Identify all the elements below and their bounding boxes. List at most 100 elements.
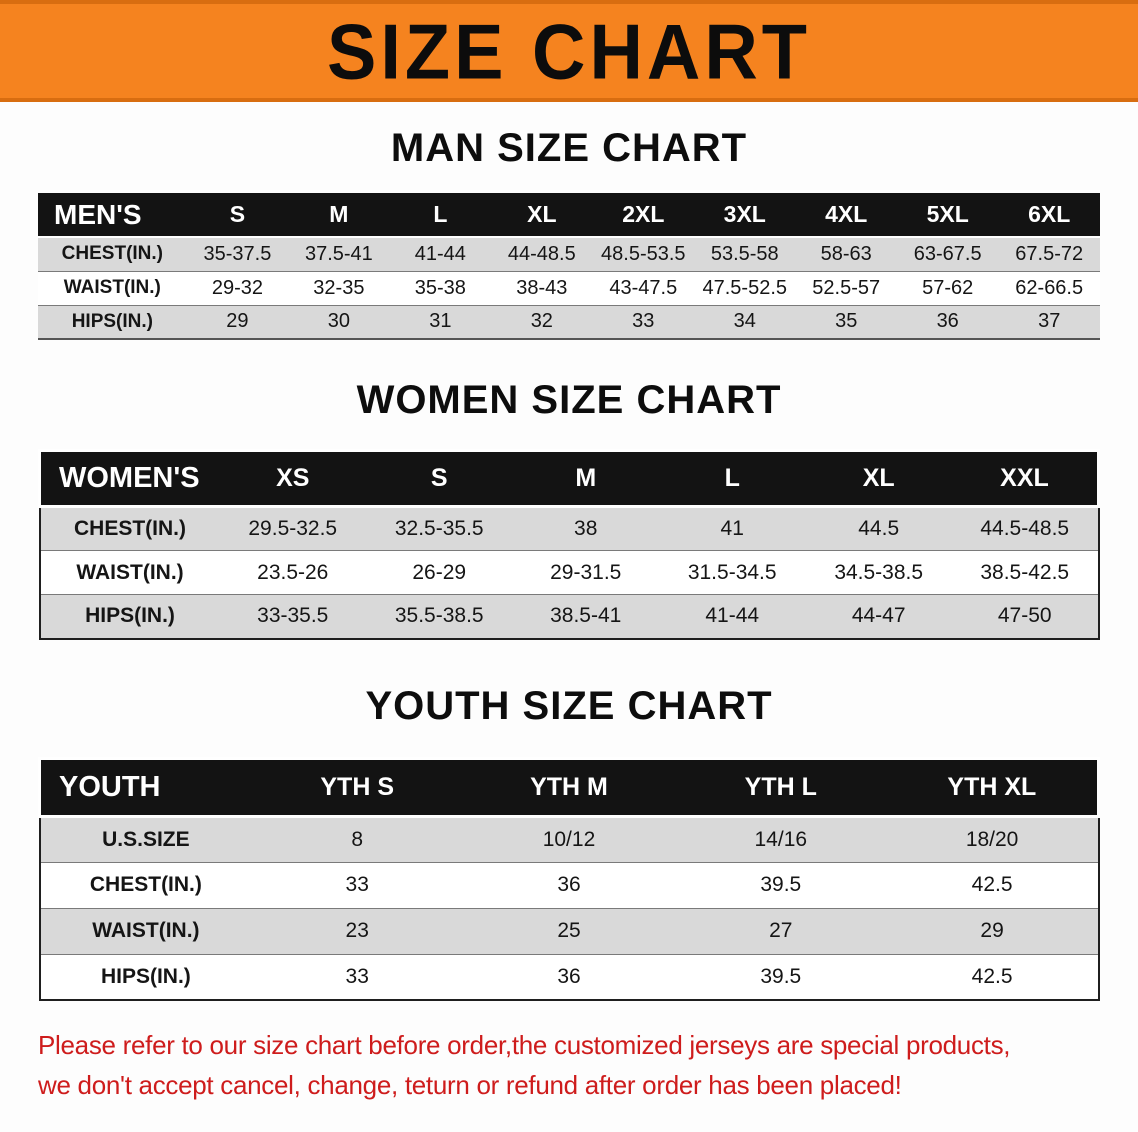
size-column-header: YTH M [463, 756, 675, 818]
size-column-header: 5XL [896, 193, 999, 238]
size-value: 38-43 [491, 270, 593, 305]
size-value: 37 [998, 304, 1100, 339]
table-title-cell: WOMEN'S [37, 449, 220, 508]
size-column-header: XL [805, 449, 952, 508]
size-value: 26-29 [366, 550, 513, 595]
size-value: 8 [251, 816, 464, 862]
header-row: YOUTH YTH S YTH M YTH L YTH XL [38, 756, 1100, 818]
table-row: WAIST(IN.) 23.5-26 26-29 29-31.5 31.5-34.5 34… [39, 550, 1099, 595]
size-value: 23.5-26 [219, 550, 366, 595]
size-value: 10/12 [463, 816, 675, 862]
size-column-header: 3XL [694, 193, 796, 238]
size-value: 14/16 [674, 816, 887, 862]
size-column-header: L [658, 449, 806, 508]
disclaimer-line-1: Please refer to our size chart before or… [38, 1030, 1011, 1060]
women-size-table: WOMEN'S XS S M L XL XXL CHEST(IN.) 29.5-32.5 32.5… [37, 449, 1100, 640]
men-chart-heading: MAN SIZE CHART [390, 126, 748, 170]
size-column-header: M [288, 193, 390, 238]
size-value: 47.5-52.5 [694, 270, 796, 305]
table-row: HIPS(IN.) 29 30 31 32 33 34 35 36 37 [38, 304, 1100, 339]
size-column-header: XXL [951, 449, 1100, 508]
size-value: 35.5-38.5 [366, 594, 513, 639]
row-label: U.S.SIZE [39, 816, 252, 862]
size-value: 35 [795, 304, 897, 339]
table-row: WAIST(IN.) 23 25 27 29 [39, 907, 1099, 954]
row-label: HIPS(IN.) [39, 594, 220, 639]
size-value: 29-32 [186, 270, 289, 305]
size-value: 44.5-48.5 [951, 506, 1099, 551]
size-value: 18/20 [886, 816, 1099, 862]
size-value: 38.5-42.5 [951, 550, 1099, 595]
size-value: 48.5-53.5 [592, 237, 695, 271]
size-value: 31.5-34.5 [658, 550, 806, 595]
size-column-header: M [512, 449, 659, 508]
size-value: 33 [592, 304, 695, 339]
size-value: 36 [896, 304, 999, 339]
size-value: 37.5-41 [288, 237, 390, 271]
size-value: 52.5-57 [795, 270, 897, 305]
table-row: CHEST(IN.) 33 36 39.5 42.5 [39, 861, 1099, 908]
row-label: CHEST(IN.) [38, 237, 187, 271]
youth-size-table: YOUTH YTH S YTH M YTH L YTH XL U.S.SIZE 8 10/12… [38, 756, 1100, 1001]
size-value: 39.5 [674, 953, 887, 1000]
size-value: 36 [463, 861, 675, 908]
size-column-header: YTH L [674, 756, 887, 818]
size-value: 32 [491, 304, 593, 339]
row-label: WAIST(IN.) [39, 550, 220, 595]
size-value: 63-67.5 [896, 237, 999, 271]
size-chart-infographic: SIZE CHART MAN SIZE CHART MEN'S S M L XL 2XL 3… [0, 0, 1138, 1106]
table-row: HIPS(IN.) 33 36 39.5 42.5 [39, 953, 1099, 1000]
size-value: 27 [674, 907, 887, 954]
row-label: WAIST(IN.) [38, 270, 187, 305]
women-chart-heading: WOMEN SIZE CHART [356, 378, 782, 422]
youth-size-section: YOUTH SIZE CHART YOUTH YTH S YTH M YTH L YTH… [0, 683, 1138, 1001]
size-value: 47-50 [951, 594, 1099, 639]
size-value: 44-47 [805, 594, 952, 639]
size-column-header: S [186, 193, 289, 238]
size-value: 33 [251, 953, 464, 1000]
size-column-header: 2XL [592, 193, 695, 238]
size-value: 42.5 [886, 861, 1099, 908]
size-value: 41-44 [658, 594, 806, 639]
page-title: SIZE CHART [327, 7, 811, 95]
men-size-table: MEN'S S M L XL 2XL 3XL 4XL 5XL 6XL CHEST(IN.) 35-37… [38, 193, 1100, 340]
size-value: 30 [288, 304, 390, 339]
size-value: 29.5-32.5 [219, 506, 366, 551]
row-label: WAIST(IN.) [39, 907, 252, 954]
size-column-header: 6XL [998, 193, 1100, 238]
size-value: 43-47.5 [592, 270, 695, 305]
disclaimer-note: Please refer to our size chart before or… [38, 1025, 1124, 1106]
size-column-header: XS [219, 449, 366, 508]
size-value: 35-38 [389, 270, 492, 305]
header-row: WOMEN'S XS S M L XL XXL [37, 449, 1100, 508]
size-value: 42.5 [886, 953, 1099, 1000]
size-value: 34.5-38.5 [805, 550, 952, 595]
table-row: CHEST(IN.) 35-37.5 37.5-41 41-44 44-48.5 48.5… [38, 237, 1100, 271]
size-column-header: XL [491, 193, 593, 238]
size-value: 53.5-58 [694, 237, 796, 271]
men-size-section: MAN SIZE CHART MEN'S S M L XL 2XL 3XL 4XL 5XL 6XL… [0, 126, 1138, 340]
size-value: 29 [186, 304, 289, 339]
size-value: 41-44 [389, 237, 492, 271]
title-banner: SIZE CHART [0, 0, 1138, 102]
row-label: CHEST(IN.) [39, 861, 252, 908]
row-label: HIPS(IN.) [38, 304, 187, 339]
size-value: 33 [251, 861, 464, 908]
table-row: WAIST(IN.) 29-32 32-35 35-38 38-43 43-47.5 47.… [38, 270, 1100, 305]
row-label: CHEST(IN.) [39, 506, 220, 551]
size-value: 23 [251, 907, 464, 954]
size-value: 58-63 [795, 237, 897, 271]
size-column-header: L [389, 193, 492, 238]
size-value: 38 [512, 506, 659, 551]
size-column-header: YTH S [251, 756, 464, 818]
size-value: 31 [389, 304, 492, 339]
size-value: 36 [463, 953, 675, 1000]
size-value: 32.5-35.5 [366, 506, 513, 551]
size-column-header: 4XL [795, 193, 897, 238]
size-value: 32-35 [288, 270, 390, 305]
table-row: CHEST(IN.) 29.5-32.5 32.5-35.5 38 41 44.5 44.5… [39, 506, 1099, 551]
size-value: 62-66.5 [998, 270, 1100, 305]
table-row: U.S.SIZE 8 10/12 14/16 18/20 [39, 816, 1099, 862]
youth-chart-heading: YOUTH SIZE CHART [365, 683, 773, 728]
size-value: 44.5 [805, 506, 952, 551]
